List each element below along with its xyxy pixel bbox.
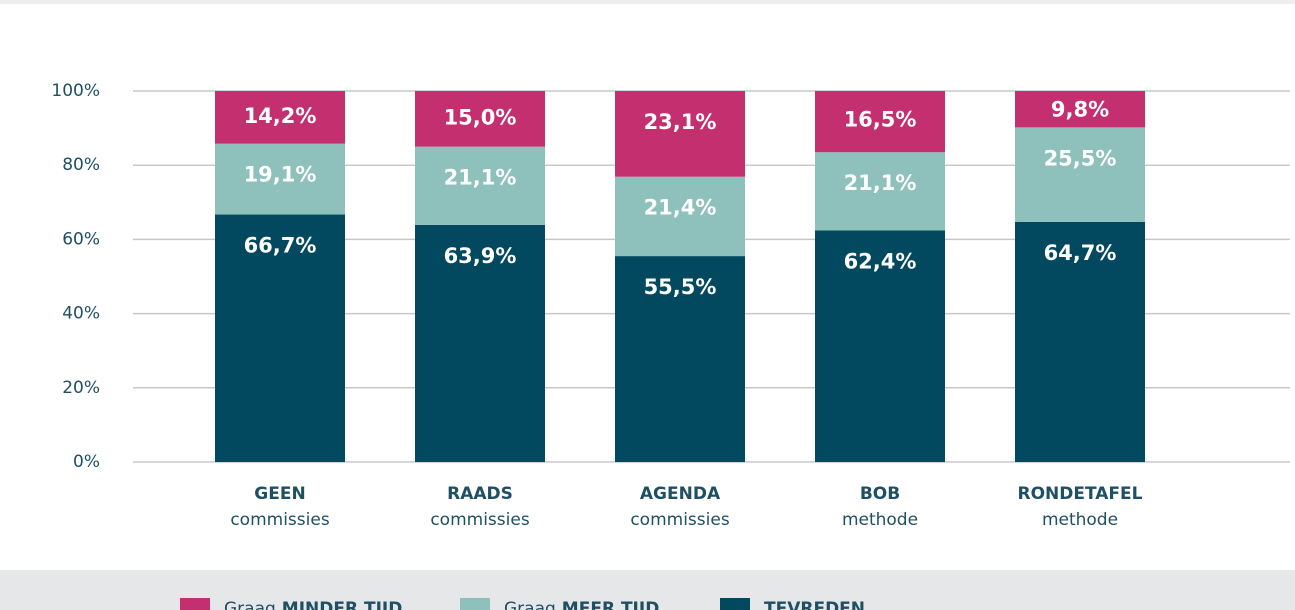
y-tick-label: 60% <box>62 229 100 249</box>
value-label: 25,5% <box>1044 146 1117 170</box>
x-tick-label: GEEN <box>254 484 305 504</box>
value-label: 23,1% <box>644 110 717 134</box>
y-tick-label: 100% <box>51 81 100 101</box>
x-tick-label: RONDETAFEL <box>1018 484 1143 504</box>
bar-segment <box>615 176 745 257</box>
bar-segment <box>215 214 345 462</box>
value-label: 9,8% <box>1051 97 1109 121</box>
legend-swatch <box>180 598 210 610</box>
bar-segment <box>615 91 745 177</box>
bar-segment <box>1015 221 1145 462</box>
bar-segment <box>415 224 545 462</box>
legend-swatch <box>460 598 490 610</box>
value-label: 55,5% <box>644 275 717 299</box>
bar-segment <box>215 91 345 144</box>
legend-emphasis: TEVREDEN <box>764 599 865 610</box>
bar-segment <box>815 152 945 231</box>
legend-emphasis: MINDER TIJD <box>282 599 403 610</box>
bar-segment <box>815 230 945 462</box>
x-tick-label: AGENDA <box>640 484 721 504</box>
legend-emphasis: MEER TIJD <box>562 599 660 610</box>
legend-label: TEVREDEN <box>764 599 865 610</box>
bar-segment <box>415 146 545 225</box>
bar-segment <box>215 143 345 215</box>
x-tick-label: RAADS <box>447 484 513 504</box>
legend-swatch <box>720 598 750 610</box>
value-label: 16,5% <box>844 108 917 132</box>
value-label: 21,1% <box>444 166 517 190</box>
value-label: 15,0% <box>444 105 517 129</box>
x-tick-sublabel: methode <box>842 510 918 530</box>
legend-prefix: Graag <box>504 599 556 610</box>
y-tick-label: 20% <box>62 378 100 398</box>
legend-band <box>0 570 1295 610</box>
bar-segment <box>1015 127 1145 222</box>
x-tick-sublabel: methode <box>1042 510 1118 530</box>
x-tick-sublabel: commissies <box>230 510 329 530</box>
bar-segment <box>615 256 745 462</box>
x-tick-sublabel: commissies <box>630 510 729 530</box>
value-label: 14,2% <box>244 104 317 128</box>
value-label: 19,1% <box>244 163 317 187</box>
bar-segment <box>1015 91 1145 128</box>
legend-prefix: Graag <box>224 599 276 610</box>
bar-segment <box>815 91 945 153</box>
value-label: 21,1% <box>844 171 917 195</box>
value-label: 63,9% <box>444 244 517 268</box>
y-tick-label: 40% <box>62 304 100 324</box>
x-tick-sublabel: commissies <box>430 510 529 530</box>
value-label: 66,7% <box>244 234 317 258</box>
bar-segment <box>415 91 545 147</box>
y-tick-label: 0% <box>73 452 100 472</box>
value-label: 62,4% <box>844 249 917 273</box>
value-label: 21,4% <box>644 196 717 220</box>
top-border <box>0 0 1295 4</box>
value-label: 64,7% <box>1044 241 1117 265</box>
x-tick-label: BOB <box>860 484 900 504</box>
y-tick-label: 80% <box>62 155 100 175</box>
legend-label: Graag MEER TIJD <box>504 599 659 610</box>
legend-label: Graag MINDER TIJD <box>224 599 402 610</box>
